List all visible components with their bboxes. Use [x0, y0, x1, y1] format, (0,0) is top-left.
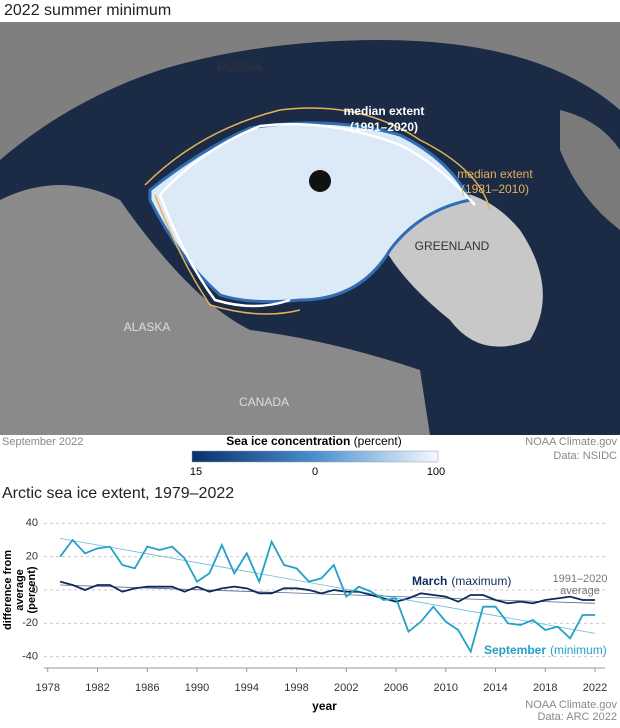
credit: Data: NSIDC — [553, 450, 617, 462]
x-tick-label: 1990 — [185, 682, 209, 694]
trend-line — [60, 537, 596, 634]
y-tick-label: 20 — [26, 551, 38, 563]
median-1981-2010-line — [154, 194, 301, 315]
annotation: median extent — [457, 167, 533, 181]
chart-title: Arctic sea ice extent, 1979–2022 — [2, 485, 234, 502]
colorbar-tick: 15 — [190, 466, 202, 478]
region-label: ALASKA — [124, 320, 171, 334]
x-tick-label: 1978 — [35, 682, 59, 694]
map-date: September 2022 — [2, 436, 83, 448]
y-axis-label: (percent) — [26, 566, 38, 613]
series-line — [59, 538, 596, 654]
x-tick-label: 2010 — [434, 682, 458, 694]
y-tick-label: 40 — [26, 517, 38, 529]
y-tick-label: 0 — [32, 584, 38, 596]
x-tick-label: 2018 — [533, 682, 557, 694]
annotation: median extent — [344, 104, 425, 118]
credit: NOAA Climate.gov — [525, 436, 617, 448]
legend-name: March — [412, 574, 447, 588]
baseline-label: 1991–2020 — [552, 573, 607, 585]
y-tick-label: -20 — [22, 617, 38, 629]
median-1991-2020-line — [159, 122, 476, 206]
trend-line — [60, 584, 596, 604]
land-scandinavia — [560, 110, 620, 230]
x-tick-label: 2014 — [483, 682, 507, 694]
annotation: (1991–2020) — [350, 120, 418, 134]
x-tick-label: 1986 — [135, 682, 159, 694]
region-label: GREENLAND — [415, 239, 490, 253]
x-tick-label: 2006 — [384, 682, 408, 694]
series-line — [59, 580, 596, 605]
colorbar-tick: 100 — [427, 466, 445, 478]
series-label: March (maximum) — [412, 574, 511, 588]
x-tick-label: 2002 — [334, 682, 358, 694]
colorbar-title-text: Sea ice concentration — [226, 434, 350, 448]
colorbar-tick: 0 — [312, 466, 318, 478]
x-tick-label: 1994 — [235, 682, 259, 694]
legend-name: September — [484, 643, 546, 657]
series-label: September (minimum) — [484, 643, 607, 657]
x-tick-label: 1998 — [284, 682, 308, 694]
map: RUSSIA GREENLAND ALASKA CANADA median ex… — [0, 22, 620, 435]
median-1981-2010-line — [144, 107, 491, 211]
colorbar-title: Sea ice concentration (percent) — [226, 434, 401, 448]
line-chart: Arctic sea ice extent, 1979–2022 differen… — [2, 485, 618, 723]
credit: Data: ARC 2022 — [538, 711, 618, 723]
y-axis-label: average — [14, 569, 26, 611]
land-greenland — [380, 190, 543, 347]
land-russia — [0, 22, 620, 160]
page-title: 2022 summer minimum — [4, 2, 171, 19]
credit: NOAA Climate.gov — [525, 699, 617, 711]
y-axis-label: difference from — [2, 550, 14, 630]
pole-hole — [309, 170, 331, 192]
median-1991-2020-line — [158, 194, 291, 308]
baseline-label: average — [560, 585, 600, 597]
colorbar — [191, 450, 439, 463]
annotation: (1981–2010) — [461, 182, 529, 196]
land-north-america — [0, 185, 430, 435]
region-label: CANADA — [239, 395, 289, 409]
x-tick-label: 1982 — [85, 682, 109, 694]
y-tick-label: -40 — [22, 651, 38, 663]
legend-note: (maximum) — [451, 574, 511, 588]
x-tick-label: 2022 — [583, 682, 607, 694]
x-axis-label: year — [312, 699, 337, 713]
legend-note: (minimum) — [550, 643, 607, 657]
region-label: RUSSIA — [218, 60, 263, 74]
colorbar-unit: (percent) — [354, 434, 402, 448]
